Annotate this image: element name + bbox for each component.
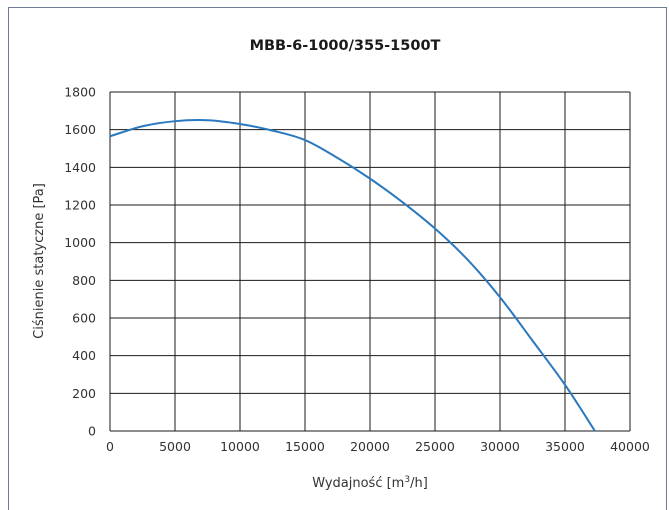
x-tick-label: 5000 xyxy=(159,439,191,454)
y-tick-labels: 0 200 400 600 800 1000 1200 1400 1600 1800 xyxy=(64,85,96,439)
y-tick-label: 1200 xyxy=(64,198,96,213)
y-axis-label: Ciśnienie statyczne [Pa] xyxy=(32,183,47,339)
x-tick-label: 10000 xyxy=(220,439,260,454)
series-line xyxy=(109,119,596,432)
x-tick-label: 30000 xyxy=(480,439,520,454)
x-tick-label: 25000 xyxy=(415,439,455,454)
y-tick-label: 1800 xyxy=(64,85,96,100)
chart-title: MBB-6-1000/355-1500T xyxy=(250,38,441,54)
y-tick-label: 1600 xyxy=(64,122,96,137)
x-axis-label-end: /h] xyxy=(410,476,428,491)
y-tick-label: 400 xyxy=(72,348,96,363)
y-tick-label: 600 xyxy=(72,311,96,326)
x-tick-label: 0 xyxy=(106,439,114,454)
x-tick-label: 15000 xyxy=(285,439,325,454)
x-axis-label-main: Wydajność [m xyxy=(312,476,404,491)
x-axis-label: Wydajność [m3/h] xyxy=(312,475,428,491)
y-tick-label: 0 xyxy=(88,424,96,439)
x-tick-label: 35000 xyxy=(545,439,585,454)
y-tick-label: 1000 xyxy=(64,235,96,250)
chart-series xyxy=(109,119,596,432)
chart-grid xyxy=(109,91,631,432)
x-tick-label: 40000 xyxy=(610,439,650,454)
x-axis-label-superscript: 3 xyxy=(404,475,410,485)
chart-frame xyxy=(8,7,667,510)
y-tick-label: 1400 xyxy=(64,160,96,175)
y-tick-label: 800 xyxy=(72,273,96,288)
y-tick-label: 200 xyxy=(72,386,96,401)
x-tick-labels: 0 5000 10000 15000 20000 25000 30000 35000 40000 xyxy=(106,439,650,454)
x-tick-label: 20000 xyxy=(350,439,390,454)
